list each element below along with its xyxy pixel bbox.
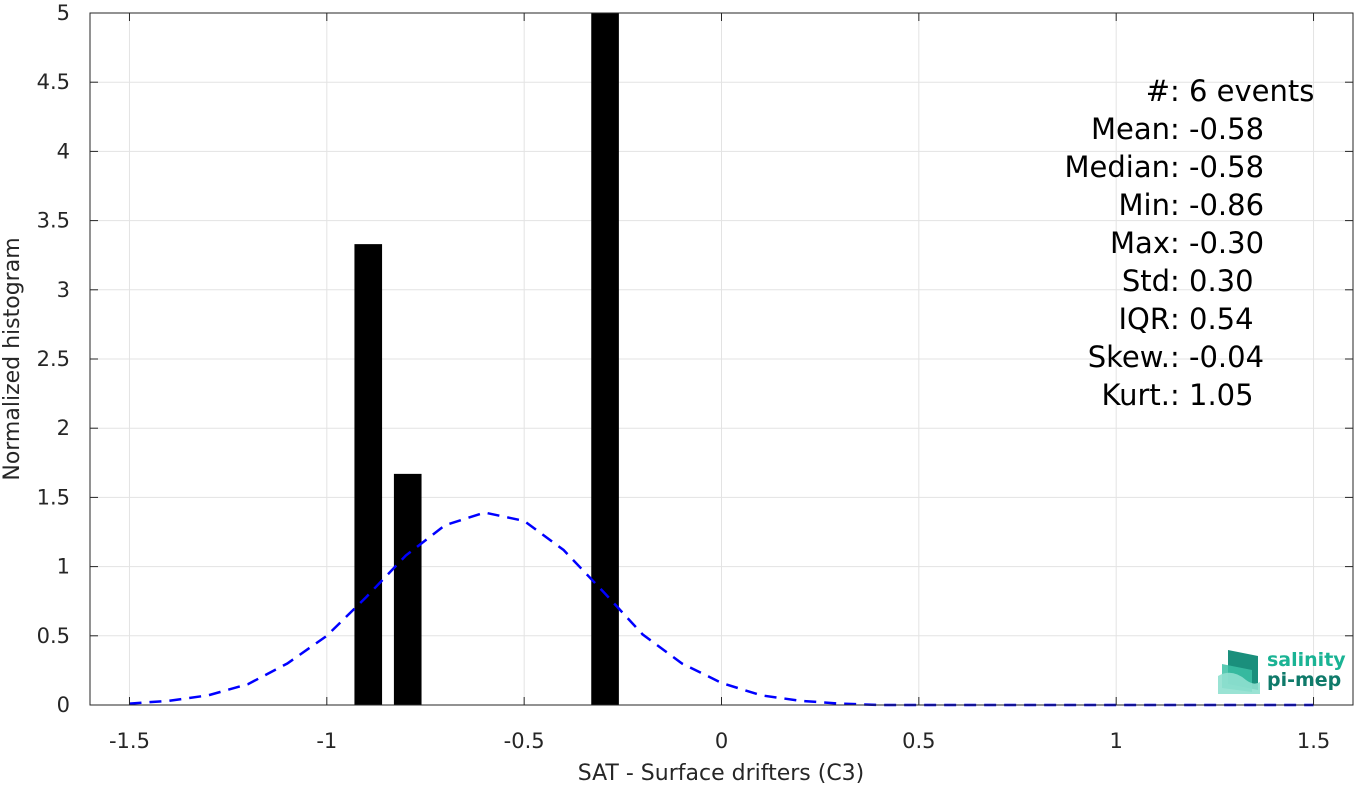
x-tick-label: -1 bbox=[316, 729, 337, 753]
y-tick-label: 2 bbox=[57, 416, 70, 440]
y-tick-label: 3.5 bbox=[37, 209, 70, 233]
stat-label: Min bbox=[1119, 188, 1170, 222]
stat-value: : 0.54 bbox=[1170, 302, 1254, 336]
stat-label: IQR bbox=[1118, 302, 1170, 336]
stat-value: : -0.58 bbox=[1170, 112, 1264, 146]
histogram-bar-1 bbox=[354, 244, 383, 706]
stat-value: : 0.30 bbox=[1170, 264, 1254, 298]
y-tick-label: 1 bbox=[57, 555, 70, 579]
y-tick-label: 0 bbox=[57, 693, 70, 717]
x-tick-label: 1.5 bbox=[1297, 729, 1330, 753]
logo-text-pi-mep: pi-mep bbox=[1267, 669, 1341, 691]
x-tick-label: -1.5 bbox=[109, 729, 150, 753]
stat-label: Kurt. bbox=[1102, 378, 1170, 412]
y-tick-label: 5 bbox=[57, 1, 70, 25]
y-tick-label: 0.5 bbox=[37, 624, 70, 648]
histogram-bar-3 bbox=[591, 13, 619, 705]
axis-ticks: -1.5 -1 -0.5 0 0.5 1 1.5 0 0.5 1 1.5 2 2.5 3 3.5 4 4.5 5 bbox=[37, 1, 1353, 753]
x-tick-label: -0.5 bbox=[504, 729, 545, 753]
stat-value: : -0.58 bbox=[1170, 150, 1264, 184]
salinity-pi-mep-logo: salinity pi-mep bbox=[1218, 649, 1346, 694]
stat-value: : -0.86 bbox=[1170, 188, 1264, 222]
y-tick-label: 4 bbox=[57, 139, 70, 163]
logo-text-salinity: salinity bbox=[1267, 649, 1346, 671]
stat-label: # bbox=[1146, 74, 1170, 108]
y-tick-label: 2.5 bbox=[37, 347, 70, 371]
histogram-bar-2 bbox=[393, 473, 422, 705]
x-tick-label: 0 bbox=[715, 729, 728, 753]
y-tick-label: 4.5 bbox=[37, 70, 70, 94]
stat-label: Skew. bbox=[1088, 340, 1170, 374]
stat-value: : 1.05 bbox=[1170, 378, 1254, 412]
x-tick-label: 1 bbox=[1110, 729, 1123, 753]
y-tick-label: 1.5 bbox=[37, 485, 70, 509]
stat-label: Median bbox=[1065, 150, 1170, 184]
stat-label: Std bbox=[1122, 264, 1170, 298]
y-axis-label: Normalized histogram bbox=[0, 237, 25, 480]
stat-label: Max bbox=[1110, 226, 1170, 260]
x-tick-label: 0.5 bbox=[902, 729, 935, 753]
stat-label: Mean bbox=[1091, 112, 1170, 146]
stat-value: : 6 events bbox=[1170, 74, 1314, 108]
logo-mark-icon bbox=[1218, 650, 1260, 694]
histogram-bars bbox=[354, 13, 619, 706]
y-tick-label: 3 bbox=[57, 278, 70, 302]
x-axis-label: SAT - Surface drifters (C3) bbox=[578, 761, 865, 785]
stat-value: : -0.04 bbox=[1170, 340, 1264, 374]
stat-value: : -0.30 bbox=[1170, 226, 1264, 260]
